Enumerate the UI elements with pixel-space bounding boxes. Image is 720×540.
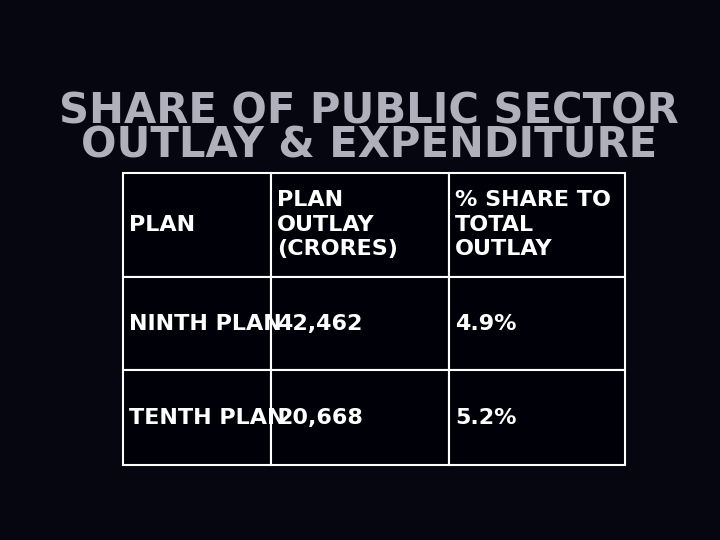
Bar xyxy=(449,173,625,276)
Bar xyxy=(122,276,271,370)
Text: 4.9%: 4.9% xyxy=(455,314,517,334)
Text: NINTH PLAN: NINTH PLAN xyxy=(129,314,282,334)
Text: TENTH PLAN: TENTH PLAN xyxy=(129,408,285,428)
Text: PLAN
OUTLAY
(CRORES): PLAN OUTLAY (CRORES) xyxy=(277,190,397,259)
Text: PLAN: PLAN xyxy=(129,214,195,234)
Text: 5.2%: 5.2% xyxy=(455,408,517,428)
Bar xyxy=(122,173,271,276)
Text: 20,668: 20,668 xyxy=(277,408,363,428)
Text: 42,462: 42,462 xyxy=(277,314,362,334)
Bar xyxy=(122,370,271,465)
Text: % SHARE TO
TOTAL
OUTLAY: % SHARE TO TOTAL OUTLAY xyxy=(455,190,611,259)
Bar xyxy=(271,276,449,370)
Bar xyxy=(271,173,449,276)
Text: SHARE OF PUBLIC SECTOR: SHARE OF PUBLIC SECTOR xyxy=(59,90,679,132)
Bar xyxy=(449,276,625,370)
Bar xyxy=(449,370,625,465)
Text: OUTLAY & EXPENDITURE: OUTLAY & EXPENDITURE xyxy=(81,125,657,167)
Bar xyxy=(271,370,449,465)
